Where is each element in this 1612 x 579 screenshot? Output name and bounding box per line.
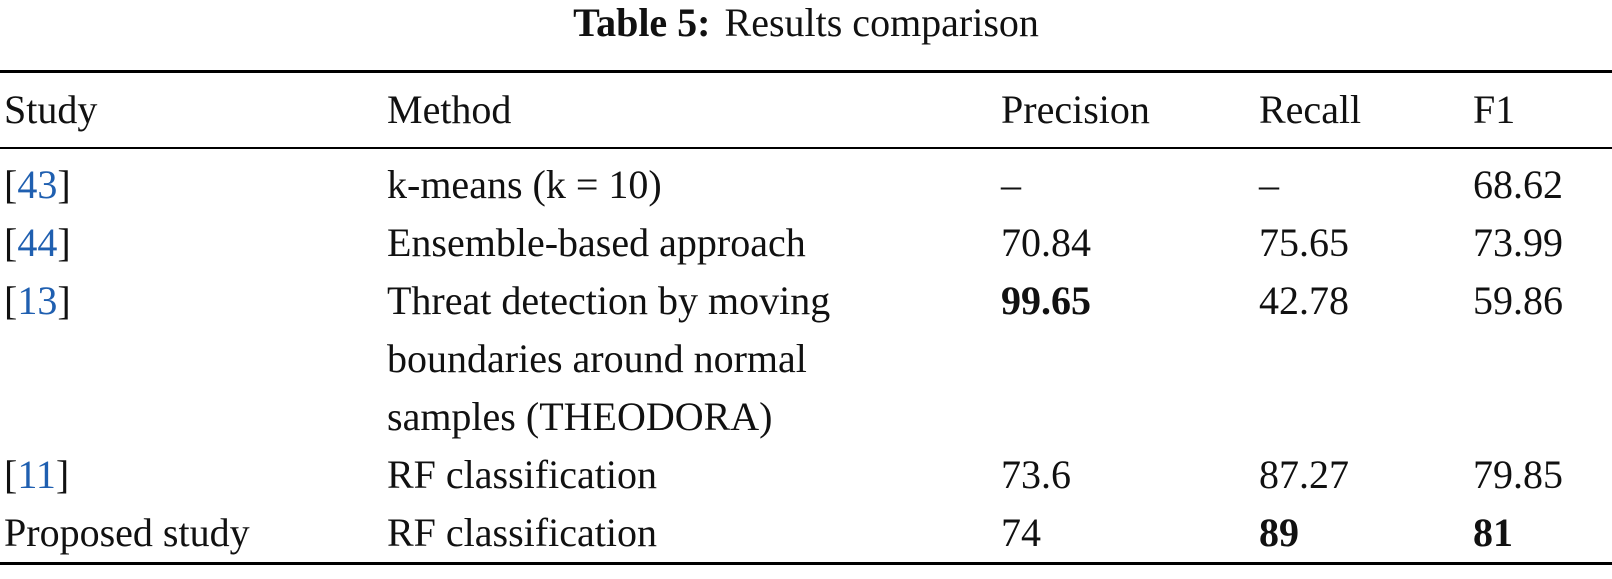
- study-cell: [43]: [0, 148, 383, 214]
- bracket-open: [: [4, 277, 18, 323]
- table-row: [43] k-means (k = 10) – – 68.62: [0, 148, 1612, 214]
- method-cell: k-means (k = 10): [387, 161, 662, 207]
- precision-cell: 74: [997, 503, 1255, 565]
- study-cell: Proposed study: [0, 503, 383, 565]
- table-row: [13] Threat detection by moving boundarie…: [0, 272, 1612, 446]
- bracket-open: [: [4, 451, 18, 497]
- f1-cell: 59.86: [1473, 277, 1563, 323]
- study-cell: [44]: [0, 214, 383, 272]
- table-row: [11] RF classification 73.6 87.27 79.85: [0, 446, 1612, 504]
- recall-cell: 42.78: [1259, 277, 1349, 323]
- bracket-close: ]: [55, 451, 70, 497]
- results-table: Study Method Precision Recall F1 [43] k-…: [0, 70, 1612, 565]
- precision-cell: 70.84: [1001, 219, 1091, 265]
- f1-cell: 73.99: [1473, 219, 1563, 265]
- bracket-open: [: [4, 219, 18, 265]
- precision-cell: –: [1001, 161, 1021, 207]
- header-method: Method: [383, 70, 997, 149]
- method-line: boundaries around normal: [387, 335, 807, 381]
- header-recall: Recall: [1255, 70, 1469, 149]
- method-cell: RF classification: [387, 451, 657, 497]
- study-cell: [13]: [0, 272, 383, 446]
- f1-cell: 81: [1469, 503, 1612, 565]
- header-study: Study: [0, 70, 383, 149]
- citation-link[interactable]: 43: [17, 161, 58, 207]
- header-f1: F1: [1469, 70, 1612, 149]
- table-header-row: Study Method Precision Recall F1: [0, 70, 1612, 149]
- precision-cell: 73.6: [1001, 451, 1071, 497]
- method-cell: RF classification: [383, 503, 997, 565]
- precision-cell: 99.65: [1001, 277, 1091, 323]
- bracket-close: ]: [57, 161, 71, 207]
- method-line: samples (THEODORA): [387, 393, 773, 439]
- bracket-close: ]: [57, 219, 71, 265]
- bracket-open: [: [4, 161, 18, 207]
- f1-cell: 79.85: [1473, 451, 1563, 497]
- bracket-close: ]: [57, 277, 71, 323]
- table-caption: Table 5: Results comparison: [0, 0, 1612, 50]
- method-line: Threat detection by moving: [387, 277, 831, 323]
- table-row: [44] Ensemble-based approach 70.84 75.65…: [0, 214, 1612, 272]
- citation-link[interactable]: 44: [17, 219, 58, 265]
- recall-cell: 87.27: [1259, 451, 1349, 497]
- table-row: Proposed study RF classification 74 89 8…: [0, 503, 1612, 565]
- recall-cell: 75.65: [1259, 219, 1349, 265]
- citation-link[interactable]: 13: [17, 277, 58, 323]
- citation-link[interactable]: 11: [17, 451, 56, 497]
- recall-cell: –: [1259, 161, 1279, 207]
- caption-label: Table 5:: [573, 0, 711, 45]
- study-cell: [11]: [0, 446, 383, 504]
- recall-cell: 89: [1255, 503, 1469, 565]
- caption-text: Results comparison: [724, 0, 1039, 45]
- method-cell: Ensemble-based approach: [387, 219, 806, 265]
- header-precision: Precision: [997, 70, 1255, 149]
- f1-cell: 68.62: [1473, 161, 1563, 207]
- method-cell: Threat detection by moving boundaries aro…: [383, 272, 997, 446]
